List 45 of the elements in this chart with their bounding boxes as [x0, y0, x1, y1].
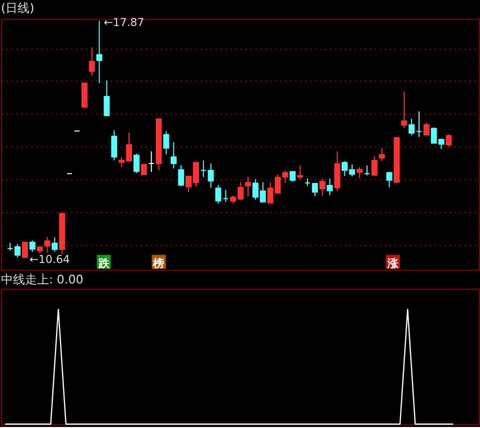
candlestick [371, 156, 378, 176]
candlestick [297, 164, 304, 180]
candlestick [416, 110, 422, 138]
annotation: ←17.87 [104, 16, 144, 29]
candlestick [22, 242, 28, 258]
candlestick [52, 236, 58, 252]
candlestick [312, 182, 318, 196]
candlestick [378, 148, 385, 162]
candlestick [446, 134, 452, 148]
candlestick [401, 91, 408, 129]
candlestick [140, 164, 147, 176]
candlestick [423, 122, 430, 136]
candlestick [222, 190, 229, 202]
candlestick [111, 130, 118, 161]
candlestick [29, 240, 36, 252]
candlestick [245, 176, 251, 197]
candlestick [200, 160, 206, 178]
annotation: 榜 [152, 256, 164, 270]
candlestick [326, 178, 333, 196]
candlestick [133, 153, 140, 174]
candlestick [386, 172, 392, 188]
candlestick [208, 162, 214, 188]
candlestick [170, 142, 177, 169]
candlestick [96, 20, 102, 84]
candlestick [356, 166, 363, 178]
candlestick [81, 82, 88, 108]
candlestick [215, 184, 222, 204]
candlestick [178, 164, 184, 187]
annotation: 涨 [386, 256, 400, 270]
candlestick [408, 118, 415, 136]
candlestick [104, 80, 110, 116]
candlestick [148, 150, 154, 173]
annotation: 跌 [97, 256, 110, 270]
chart-title: 中线走上: 0.00 [0, 272, 84, 287]
candlestick [364, 164, 370, 176]
candlestick [88, 46, 95, 76]
candlestick [163, 130, 170, 155]
candlestick [334, 150, 340, 192]
chart-title: (日线) [0, 0, 34, 15]
candlestick [290, 171, 296, 182]
candlestick [304, 178, 310, 186]
candlestick [319, 178, 326, 196]
candlestick [14, 244, 20, 258]
annotation: ←10.64 [29, 252, 70, 266]
candlestick [44, 236, 50, 253]
